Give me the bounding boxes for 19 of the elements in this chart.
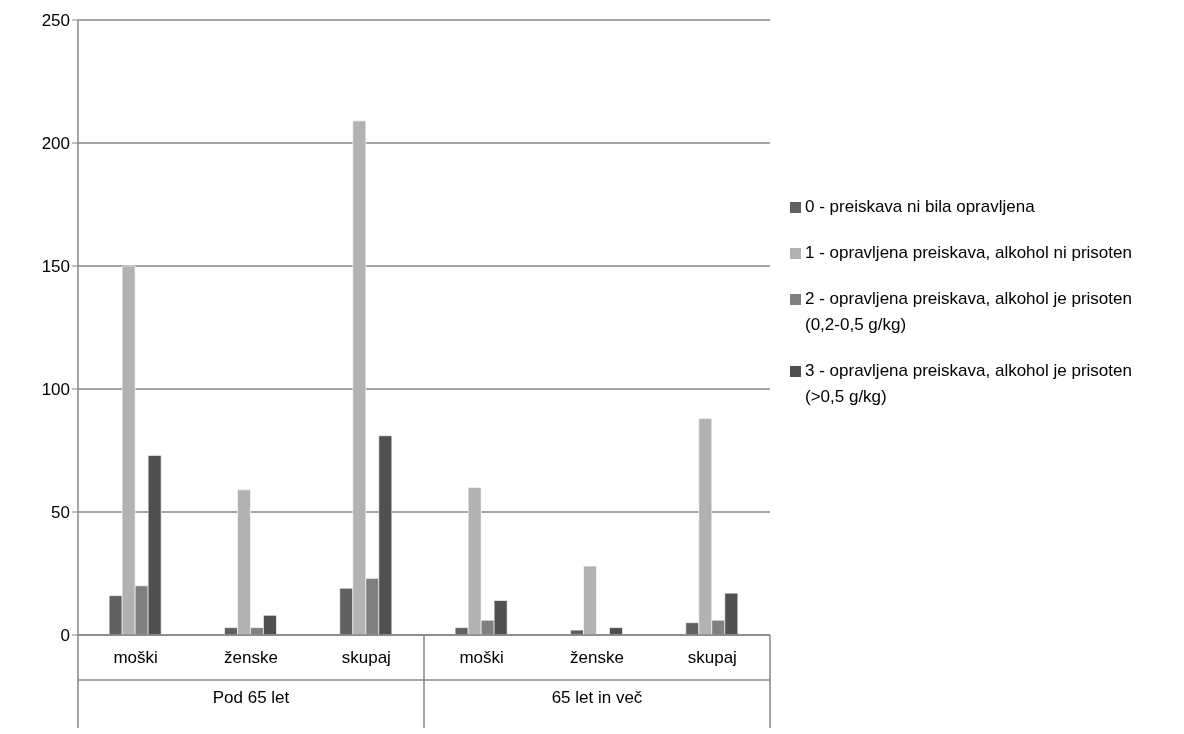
- y-tick-label: 250: [41, 11, 70, 31]
- legend-label: 1 - opravljena preiskava, alkohol ni prisoten: [805, 242, 1132, 264]
- x-tick-label: ženske: [570, 648, 624, 668]
- legend-label: 0 - preiskava ni bila opravljena: [805, 196, 1035, 218]
- x-tick-label: moški: [113, 648, 158, 668]
- legend-label: 2 - opravljena preiskava, alkohol je prisoten (0,2-0,5 g/kg): [805, 288, 1133, 336]
- bar: [609, 627, 623, 635]
- y-tick-label: 0: [60, 626, 70, 646]
- text: 65 let in več: [550, 688, 644, 708]
- y-tick-label: 100: [41, 380, 70, 400]
- text: Pod 65 let: [211, 688, 291, 708]
- y-tick-label: 50: [51, 503, 70, 523]
- legend-label: 3 - opravljena preiskava, alkohol je prisoten (>0,5 g/kg): [805, 360, 1133, 408]
- x-tick-label: skupaj: [687, 648, 737, 668]
- x-tick-label: skupaj: [341, 648, 391, 668]
- y-tick-label: 150: [41, 257, 70, 277]
- x-tick-label: ženske: [224, 648, 278, 668]
- y-tick-label: 200: [41, 134, 70, 154]
- x-tick-label: moški: [459, 648, 504, 668]
